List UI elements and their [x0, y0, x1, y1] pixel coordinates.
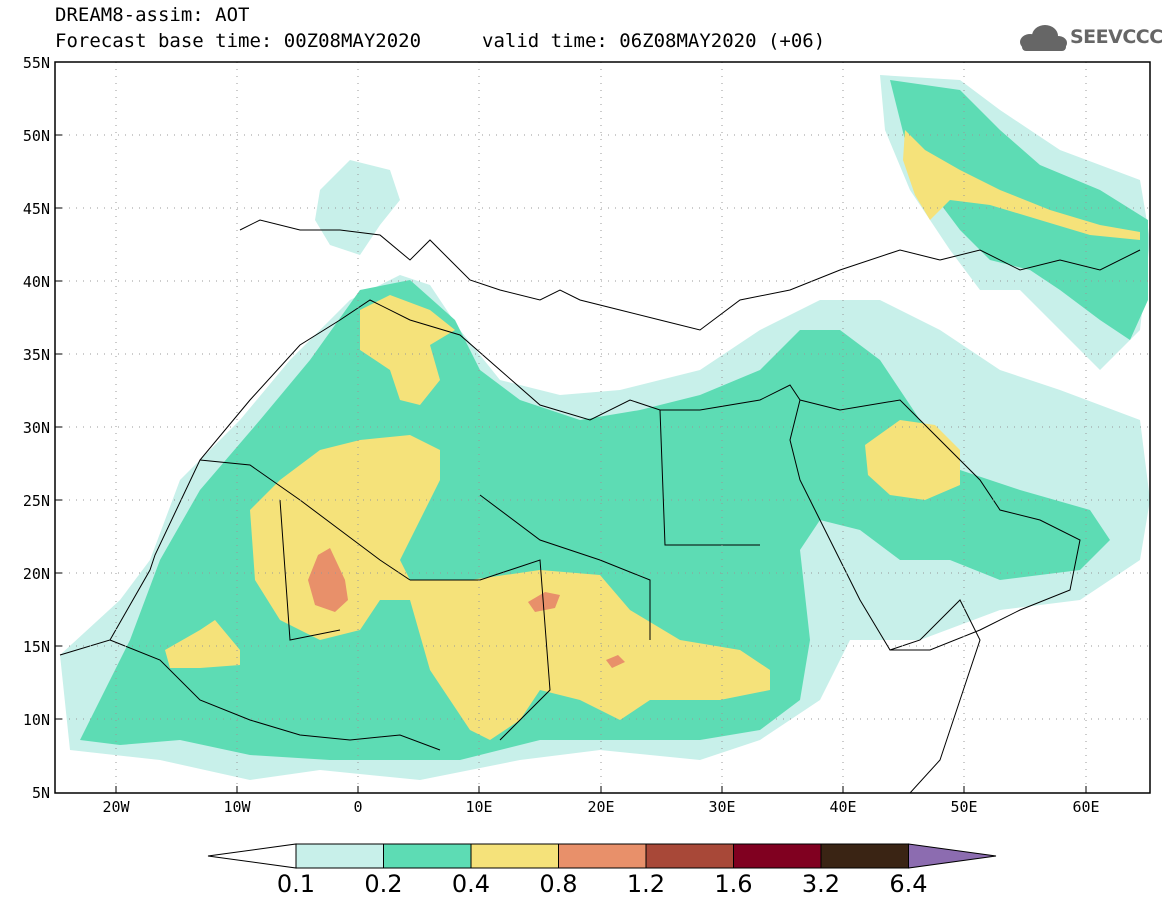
aot-band-salmon-2 — [528, 592, 560, 612]
aot-contours — [60, 75, 1150, 780]
lon-label: 50E — [950, 798, 978, 816]
lon-label: 10E — [465, 798, 493, 816]
coastline-europe — [239, 219, 941, 331]
base-time: Forecast base time: 00Z08MAY2020 — [55, 30, 422, 52]
aot-band-yellow — [250, 435, 770, 740]
aot-band-light-3 — [315, 160, 400, 255]
border-2 — [279, 499, 341, 641]
lat-label: 5N — [31, 784, 50, 802]
lat-label: 45N — [22, 200, 50, 218]
colorbar-swatch-5 — [645, 843, 734, 869]
aot-band-yellow-2 — [360, 295, 455, 405]
border-5 — [410, 559, 551, 741]
coastline-arabia — [799, 399, 1081, 651]
coastline-asia — [939, 249, 1141, 271]
colorbar-label: 1.2 — [626, 870, 666, 898]
lon-label: 0 — [353, 798, 363, 816]
cloud-logo-icon — [1020, 25, 1067, 51]
lat-label: 35N — [22, 346, 50, 364]
aot-band-yellow-3 — [865, 420, 960, 500]
lat-label: 55N — [22, 54, 50, 72]
lon-label: 40E — [829, 798, 857, 816]
lat-label: 25N — [22, 492, 50, 510]
aot-band-salmon-3 — [606, 655, 625, 668]
colorbar-label: 0.4 — [451, 870, 491, 898]
colorbar-label: 6.4 — [889, 870, 928, 898]
lat-label: 50N — [22, 127, 50, 145]
colorbar-over-arrow — [908, 843, 997, 869]
lon-label: 60E — [1072, 798, 1100, 816]
aot-band-green — [80, 280, 1110, 760]
axis-ticks — [55, 134, 1087, 793]
aot-band-salmon — [308, 548, 348, 612]
aot-band-yellow-5 — [903, 130, 1140, 240]
aot-band-yellow-4 — [165, 620, 240, 668]
map-title: DREAM8-assim: AOT — [55, 4, 250, 26]
valid-time: valid time: 06Z08MAY2020 (+06) — [482, 30, 826, 52]
lat-label: 30N — [22, 419, 50, 437]
colorbar-swatch-7 — [820, 843, 909, 869]
lat-label: 15N — [22, 638, 50, 656]
logo-text: SEEVCCC — [1070, 26, 1163, 48]
lat-label: 40N — [22, 273, 50, 291]
lon-label: 10W — [223, 798, 251, 816]
coastline-gulf-guinea — [109, 639, 441, 751]
lat-label: 10N — [22, 711, 50, 729]
lon-label: 20W — [102, 798, 130, 816]
colorbar-label: 0.2 — [364, 870, 403, 898]
colorbar-under-arrow — [207, 843, 297, 869]
colorbar-swatch-6 — [733, 843, 822, 869]
colorbar-swatch-4 — [558, 843, 647, 869]
colorbar-swatch-3 — [470, 843, 559, 869]
graticule — [55, 62, 1150, 793]
colorbar-label: 1.6 — [714, 870, 753, 898]
colorbar — [207, 843, 997, 869]
lon-label: 30E — [708, 798, 736, 816]
border-3 — [479, 494, 651, 640]
border-4 — [659, 409, 760, 546]
colorbar-label: 3.2 — [801, 870, 841, 898]
colorbar-label: 0.8 — [539, 870, 578, 898]
border-1 — [199, 459, 411, 581]
colorbar-swatch-2 — [383, 843, 472, 869]
colorbar-swatch-1 — [295, 843, 384, 869]
coastlines — [59, 219, 1141, 793]
colorbar-label: 0.1 — [276, 870, 316, 898]
lon-label: 20E — [587, 798, 615, 816]
lat-label: 20N — [22, 565, 50, 583]
